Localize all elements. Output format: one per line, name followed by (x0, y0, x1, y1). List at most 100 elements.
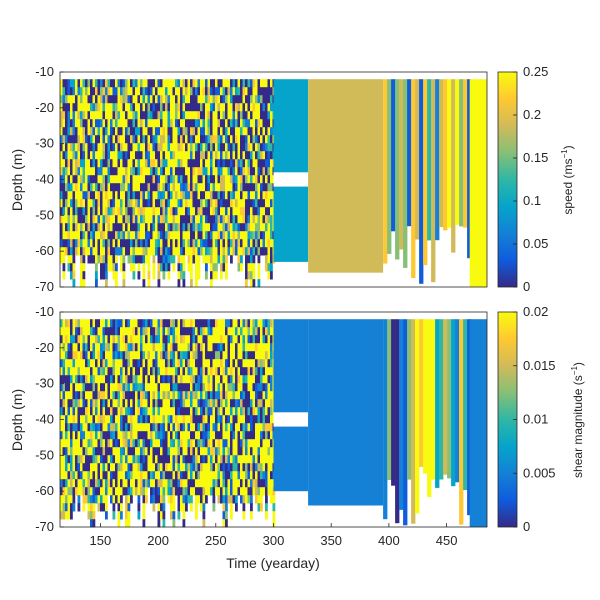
heatmap-cell (170, 503, 173, 512)
heatmap-cell (142, 503, 146, 512)
heatmap-cell (90, 239, 93, 248)
heatmap-cell (60, 151, 63, 160)
heatmap-cell (95, 103, 98, 112)
heatmap-cell (257, 255, 261, 264)
heatmap-cell (177, 231, 181, 240)
heatmap-cell (212, 215, 216, 224)
heatmap-cell (160, 247, 163, 256)
heatmap-cell (180, 143, 183, 152)
heatmap-cell (112, 343, 116, 352)
heatmap-cell (180, 247, 183, 256)
heatmap-cell (270, 143, 273, 152)
heatmap-cell (185, 407, 188, 416)
heatmap-cell (167, 151, 171, 160)
heatmap-cell (90, 207, 93, 216)
heatmap-cell (170, 199, 173, 208)
heatmap-cell (172, 367, 176, 376)
heatmap-cell (130, 247, 133, 256)
heatmap-cell (92, 159, 96, 168)
heatmap-cell (92, 327, 96, 336)
heatmap-cell (112, 239, 116, 248)
heatmap-cell (105, 207, 108, 216)
heatmap-cell (72, 175, 76, 184)
heatmap-cell (227, 319, 231, 328)
heatmap-cell (225, 391, 228, 400)
heatmap-cell (145, 151, 148, 160)
heatmap-cell (150, 479, 153, 488)
heatmap-cell (152, 423, 156, 432)
heatmap-cell (265, 463, 268, 472)
heatmap-cell (92, 127, 96, 136)
heatmap-cell (115, 159, 118, 168)
heatmap-cell (77, 495, 81, 504)
heatmap-cell (182, 87, 186, 96)
heatmap-cell (112, 255, 116, 264)
heatmap-cell (155, 191, 158, 200)
heatmap-cell (250, 447, 253, 456)
heatmap-cell (145, 87, 148, 96)
heatmap-cell (270, 231, 273, 240)
heatmap-cell (82, 415, 86, 424)
heatmap-cell (105, 103, 108, 112)
heatmap-cell (182, 375, 186, 384)
heatmap-cell (70, 327, 73, 336)
heatmap-cell (247, 471, 251, 480)
heatmap-cell (105, 151, 108, 160)
heatmap-cell (112, 175, 116, 184)
heatmap-cell (157, 255, 161, 264)
heatmap-cell (107, 87, 111, 96)
heatmap-cell (237, 455, 241, 464)
heatmap-cell (210, 103, 213, 112)
heatmap-cell (195, 95, 198, 104)
heatmap-cell (182, 103, 186, 112)
heatmap-cell (150, 415, 153, 424)
heatmap-cell (170, 87, 173, 96)
heatmap-cell (165, 199, 168, 208)
heatmap-cell (210, 279, 213, 288)
heatmap-cell (165, 175, 168, 184)
heatmap-cell (157, 471, 161, 480)
heatmap-cell (185, 423, 188, 432)
speed-colorbar-label-main: speed (ms (561, 159, 575, 215)
heatmap-cell (252, 175, 256, 184)
speed-yticks: -70-60-50-40-30-20-10 (35, 64, 64, 294)
heatmap-cell (85, 119, 88, 128)
heatmap-cell (190, 271, 193, 280)
heatmap-cell (265, 247, 268, 256)
heatmap-cell (255, 447, 258, 456)
heatmap-cell (182, 447, 186, 456)
heatmap-cell (185, 159, 188, 168)
heatmap-cell (177, 407, 181, 416)
heatmap-cell (232, 143, 236, 152)
heatmap-cell (85, 151, 88, 160)
heatmap-cell (117, 87, 121, 96)
heatmap-cell (152, 367, 156, 376)
heatmap-cell (165, 399, 168, 408)
heatmap-cell (267, 351, 271, 360)
heatmap-cell (172, 495, 176, 504)
heatmap-cell (210, 271, 213, 280)
heatmap-cell (140, 415, 143, 424)
heatmap-cell (207, 391, 211, 400)
heatmap-cell (195, 183, 198, 192)
heatmap-cell (182, 359, 186, 368)
heatmap-cell (265, 151, 268, 160)
heatmap-cell (267, 431, 271, 440)
heatmap-cell (262, 423, 266, 432)
heatmap-cell (112, 455, 116, 464)
heatmap-cell (80, 327, 83, 336)
heatmap-cell (117, 447, 121, 456)
heatmap-cell (137, 79, 141, 88)
heatmap-cell (115, 111, 118, 120)
heatmap-cell (210, 167, 213, 176)
heatmap-cell (120, 207, 123, 216)
heatmap-cell (197, 319, 201, 328)
heatmap-cell (102, 151, 106, 160)
heatmap-cell (182, 471, 186, 480)
heatmap-cell (185, 199, 188, 208)
heatmap-cell (132, 399, 136, 408)
heatmap-cell (60, 239, 63, 248)
heatmap-cell (235, 159, 238, 168)
heatmap-cell (230, 183, 233, 192)
heatmap-cell (152, 159, 156, 168)
